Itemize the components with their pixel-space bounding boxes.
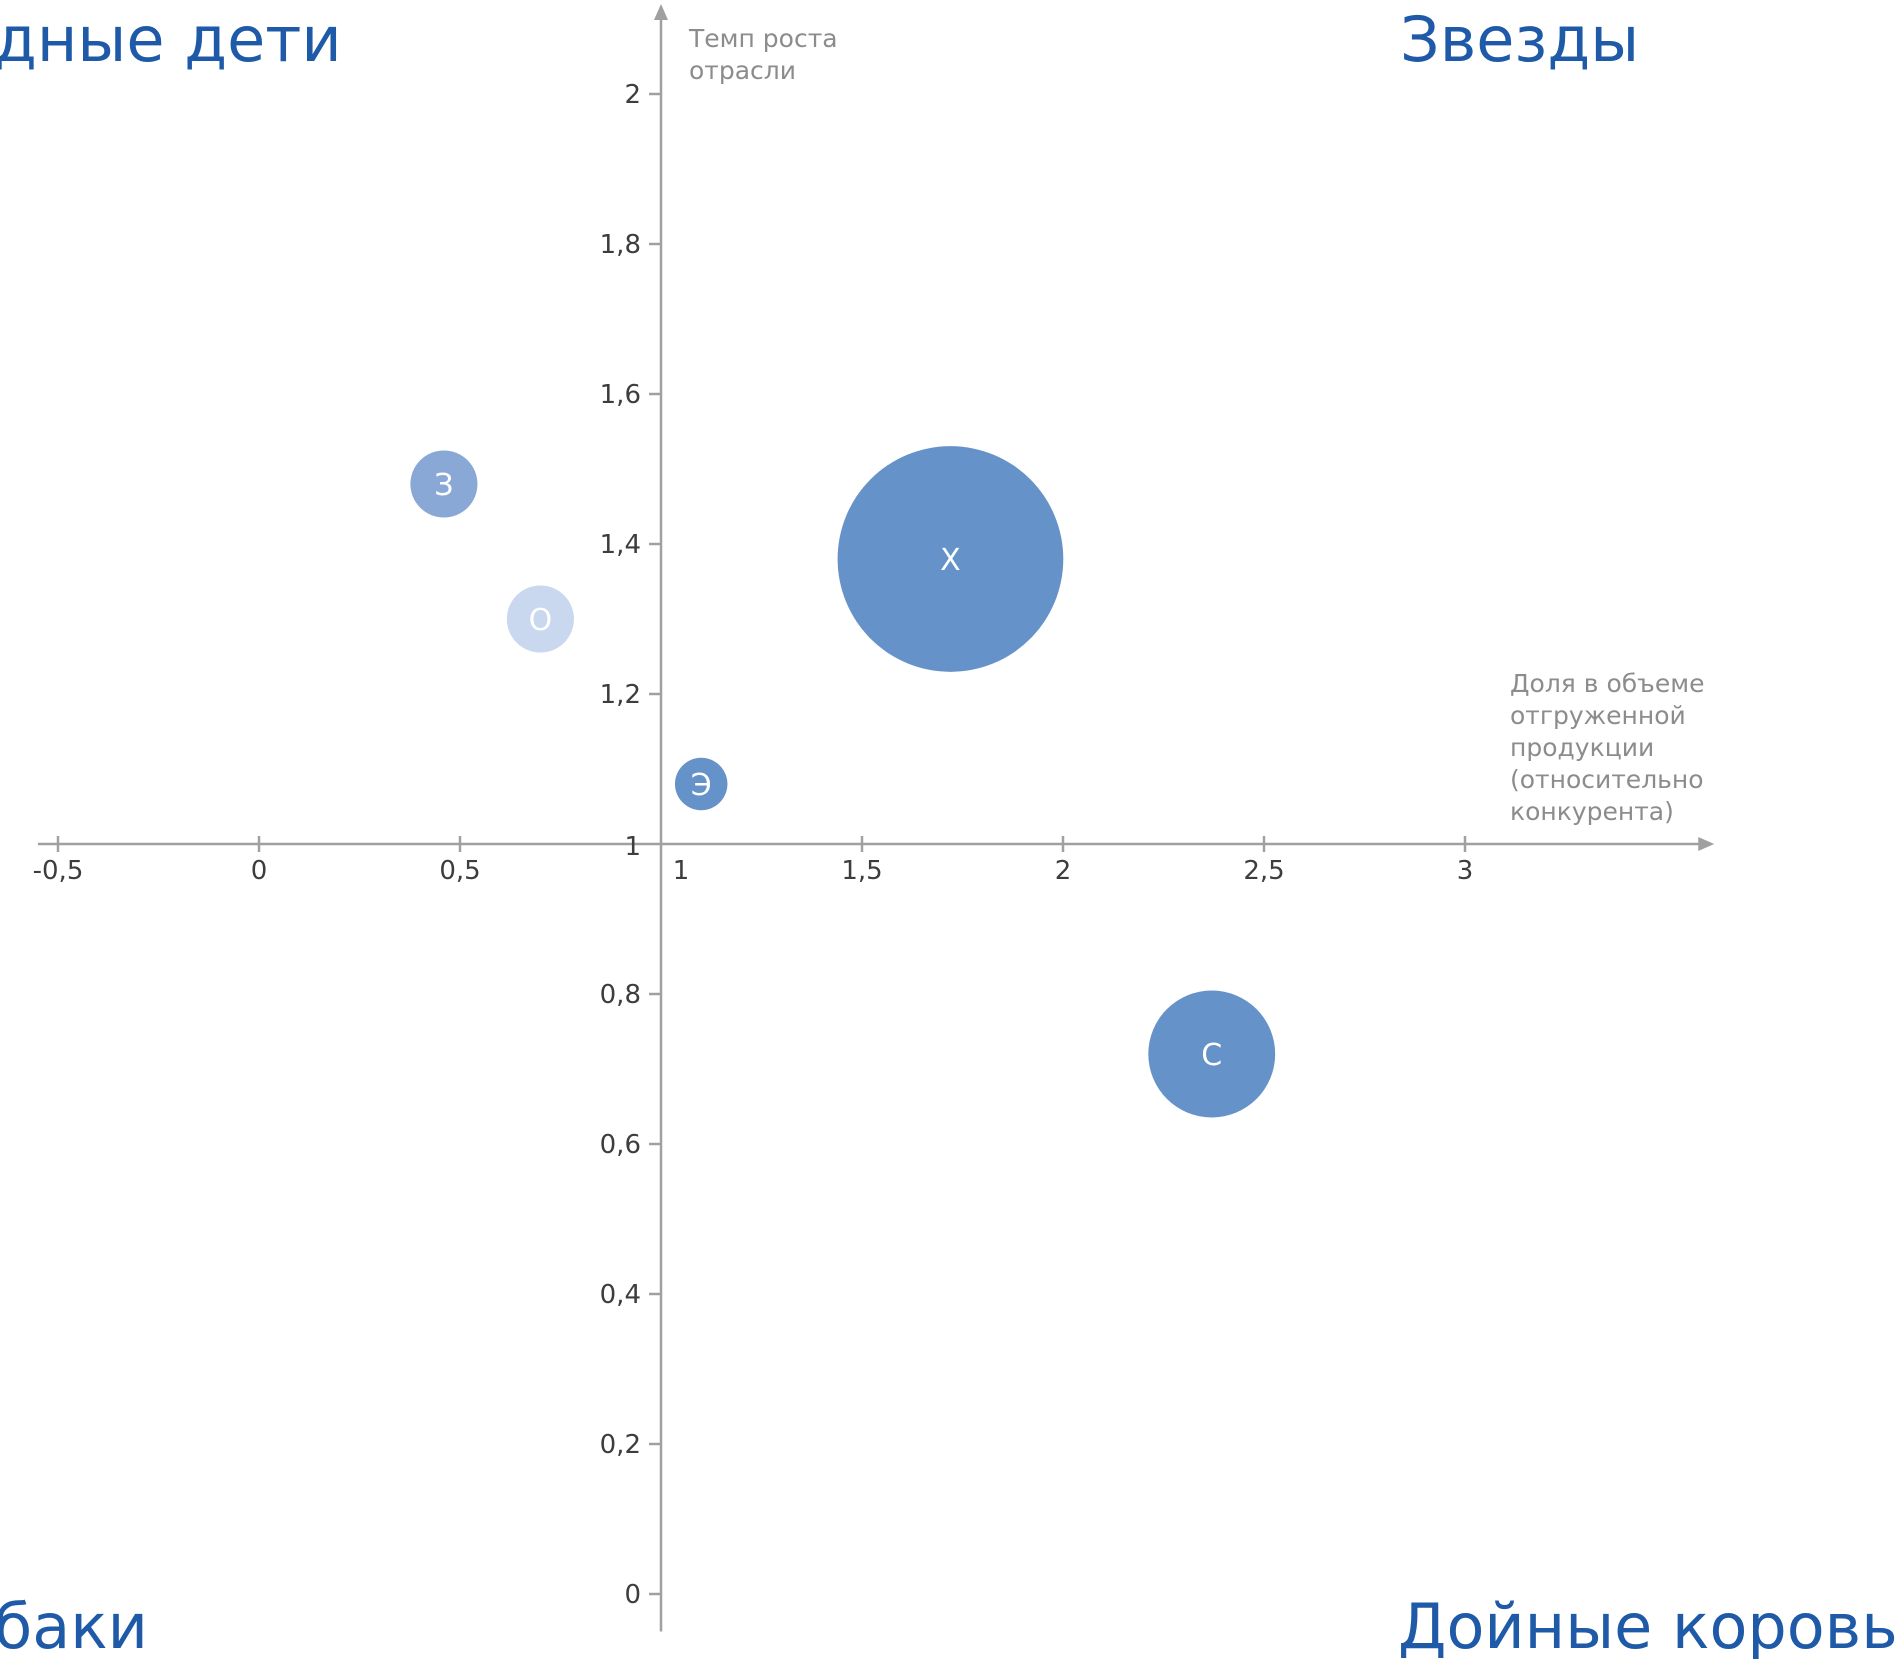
bubble-label: С — [1201, 1038, 1222, 1073]
x-axis-ticks: -0,5 0 0,5 1 1,5 2 2,5 3 — [33, 836, 1474, 886]
quadrant-label-top-left: дные дети — [0, 3, 342, 76]
x-tick-label: 3 — [1457, 856, 1474, 886]
bubble-circle — [837, 446, 1064, 672]
y-axis-title: Темп роста отрасли — [688, 24, 838, 85]
y-tick-label: 1,4 — [600, 530, 641, 560]
quadrant-label-top-right: Звезды — [1400, 3, 1639, 76]
axis-title-line: продукции — [1510, 733, 1654, 762]
x-tick-label: 0 — [251, 856, 268, 886]
x-axis-title: Доля в объеме отгруженной продукции (относи… — [1510, 669, 1704, 826]
axis-title-line: конкурента) — [1510, 797, 1674, 826]
y-tick-label: 1,2 — [600, 680, 641, 710]
bubble-2: О — [506, 585, 574, 653]
bubble-circle — [674, 757, 728, 811]
y-tick-label: 1,8 — [600, 230, 641, 260]
x-tick-label: 2 — [1055, 856, 1072, 886]
bubble-5: С — [1148, 990, 1276, 1118]
y-axis-arrow-icon — [654, 4, 668, 20]
y-tick-label: 0,8 — [600, 980, 641, 1010]
x-tick-label: -0,5 — [33, 856, 84, 886]
axis-title-line: отрасли — [689, 56, 796, 85]
y-tick-label: 1,6 — [600, 380, 641, 410]
bubble-label: З — [434, 468, 453, 503]
axis-title-line: Доля в объеме — [1510, 669, 1704, 698]
x-tick-label: 0,5 — [439, 856, 480, 886]
quadrant-label-bottom-right: Дойные коровы — [1398, 1590, 1895, 1659]
bubble-4: Э — [674, 757, 728, 811]
x-axis-arrow-icon — [1698, 837, 1715, 851]
x-tick-label: 1,5 — [841, 856, 882, 886]
quadrant-label-bottom-left: баки — [0, 1590, 148, 1659]
bubble-1: З — [410, 450, 478, 518]
bubble-label: Х — [940, 543, 961, 578]
y-tick-label: 0,6 — [600, 1130, 641, 1160]
bubble-circle — [1148, 990, 1276, 1118]
bubble-circle — [506, 585, 574, 653]
axes — [37, 4, 1715, 1632]
x-tick-label: 2,5 — [1243, 856, 1284, 886]
x-tick-label: 1 — [673, 856, 690, 886]
axis-title-line: Темп роста — [688, 24, 838, 53]
axis-title-line: (относительно — [1510, 765, 1704, 794]
y-tick-label: 0,2 — [600, 1430, 641, 1460]
bubbles: З О Х Э С — [410, 446, 1276, 1118]
bubble-circle — [410, 450, 478, 518]
bubble-label: Э — [691, 768, 712, 803]
y-axis-ticks: 0 0,2 0,4 0,6 0,8 1 1,2 1,4 1,6 1,8 2 — [600, 80, 661, 1610]
bubble-label: О — [529, 603, 553, 638]
bubble-3: Х — [837, 446, 1064, 672]
y-tick-label: 0 — [624, 1580, 641, 1610]
y-tick-label: 2 — [624, 80, 641, 110]
y-tick-label: 0,4 — [600, 1280, 641, 1310]
y-tick-label: 1 — [624, 832, 641, 862]
axis-title-line: отгруженной — [1510, 701, 1686, 730]
